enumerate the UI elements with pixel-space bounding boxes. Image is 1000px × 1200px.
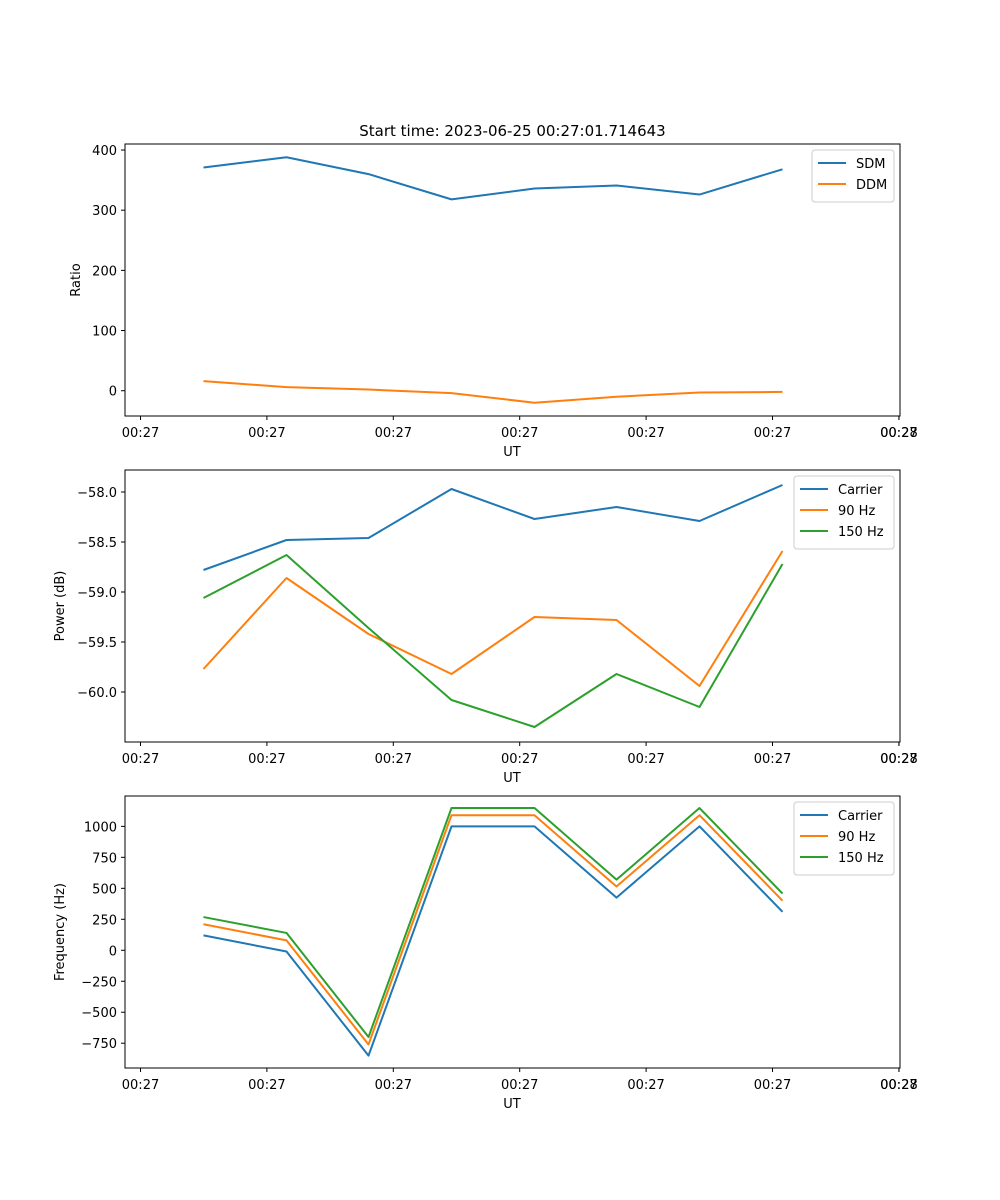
y-tick-label-3: −750 <box>81 1037 117 1052</box>
y-tick-label-3: −500 <box>81 1006 117 1021</box>
series-line-2-3 <box>203 554 784 728</box>
axes-frame-1 <box>124 143 901 417</box>
series-line-3-2 <box>203 814 784 1046</box>
x-axis-label-2: UT <box>503 771 521 786</box>
x-tick-label-2: 00:27 <box>754 752 791 767</box>
x-tick-label-1: 00:27 <box>248 426 285 441</box>
x-tick-label-1: 00:28 <box>880 426 917 441</box>
axes-frame-2 <box>124 469 901 743</box>
y-axis-label-1: Ratio <box>69 263 84 296</box>
y-tick-label-3: 750 <box>92 851 117 866</box>
y-tick-label-2: −59.0 <box>77 586 117 601</box>
x-tick-label-2: 00:27 <box>375 752 412 767</box>
x-tick-label-2: 00:27 <box>248 752 285 767</box>
x-tick-label-1: 00:27 <box>880 426 917 441</box>
x-tick-label-2: 00:27 <box>880 752 917 767</box>
y-tick-label-2: −58.5 <box>77 536 117 551</box>
y-tick-label-3: 500 <box>92 882 117 897</box>
y-tick-label-2: −58.0 <box>77 486 117 501</box>
legend-label-3-2: 90 Hz <box>838 830 875 845</box>
x-tick-label-2: 00:28 <box>880 752 917 767</box>
y-tick-label-2: −60.0 <box>77 686 117 701</box>
y-tick-label-3: 0 <box>109 944 117 959</box>
x-tick-label-1: 00:27 <box>122 426 159 441</box>
y-tick-label-3: −250 <box>81 975 117 990</box>
x-tick-label-3: 00:27 <box>375 1078 412 1093</box>
x-tick-label-3: 00:27 <box>248 1078 285 1093</box>
legend-label-1-1: SDM <box>856 157 885 172</box>
series-line-1-1 <box>203 156 783 201</box>
x-axis-label-1: UT <box>503 445 521 460</box>
y-tick-label-3: 250 <box>92 913 117 928</box>
legend-label-2-3: 150 Hz <box>838 525 884 540</box>
y-tick-label-1: 100 <box>92 325 117 340</box>
series-line-2-2 <box>202 550 784 687</box>
legend-label-3-3: 150 Hz <box>838 851 884 866</box>
x-tick-label-3: 00:27 <box>880 1078 917 1093</box>
legend-label-2-1: Carrier <box>838 483 883 498</box>
figure-title: Start time: 2023-06-25 00:27:01.714643 <box>359 122 665 140</box>
legend-label-3-1: Carrier <box>838 809 883 824</box>
y-tick-label-3: 1000 <box>84 820 117 835</box>
legend-label-1-2: DDM <box>856 178 887 193</box>
x-tick-label-3: 00:28 <box>880 1078 917 1093</box>
x-tick-label-1: 00:27 <box>754 426 791 441</box>
x-tick-label-3: 00:27 <box>754 1078 791 1093</box>
y-tick-label-1: 400 <box>92 144 117 159</box>
axes-frame-3 <box>124 795 901 1069</box>
x-tick-label-1: 00:27 <box>501 426 538 441</box>
series-line-3-3 <box>203 807 784 1039</box>
x-tick-label-3: 00:27 <box>627 1078 664 1093</box>
x-tick-label-3: 00:27 <box>501 1078 538 1093</box>
y-tick-label-1: 200 <box>92 264 117 279</box>
series-line-1-2 <box>203 380 783 404</box>
x-axis-label-3: UT <box>503 1097 521 1112</box>
x-tick-label-1: 00:27 <box>375 426 412 441</box>
y-tick-label-2: −59.5 <box>77 636 117 651</box>
x-tick-label-1: 00:27 <box>627 426 664 441</box>
y-axis-label-2: Power (dB) <box>53 571 68 642</box>
y-axis-label-3: Frequency (Hz) <box>53 883 68 981</box>
series-line-2-1 <box>203 484 783 571</box>
x-tick-label-2: 00:27 <box>627 752 664 767</box>
x-tick-label-2: 00:27 <box>501 752 538 767</box>
series-line-3-1 <box>203 825 784 1057</box>
y-tick-label-1: 0 <box>109 385 117 400</box>
x-tick-label-3: 00:27 <box>122 1078 159 1093</box>
y-tick-label-1: 300 <box>92 204 117 219</box>
x-tick-label-2: 00:27 <box>122 752 159 767</box>
legend-label-2-2: 90 Hz <box>838 504 875 519</box>
